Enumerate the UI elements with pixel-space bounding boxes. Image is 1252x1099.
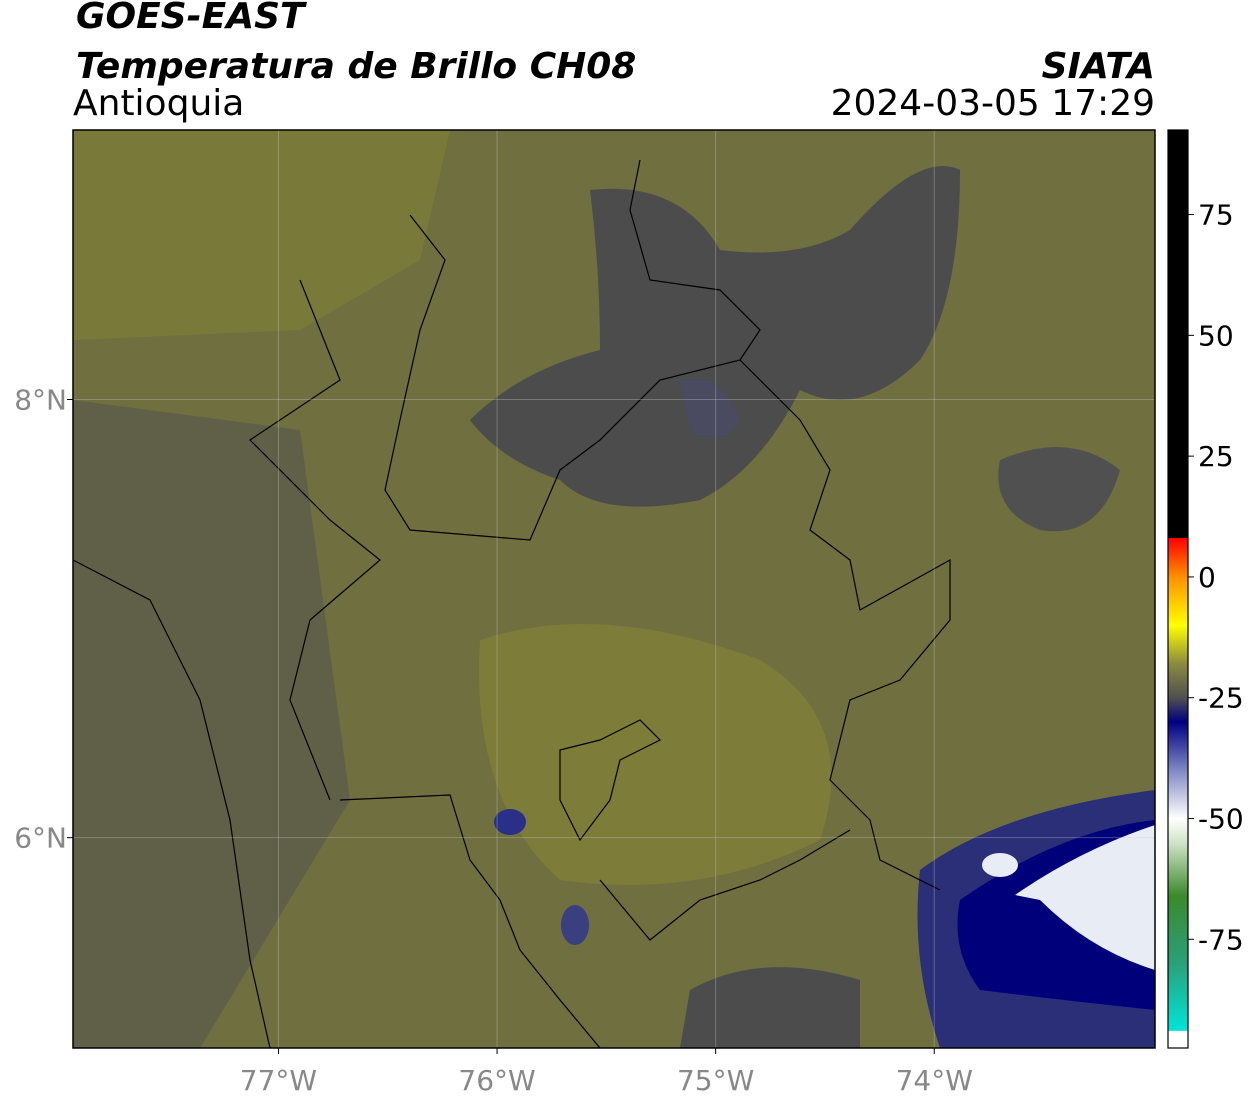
y-tick-label: 8°N <box>14 383 67 416</box>
convective-core <box>1015 825 1155 970</box>
colorbar-tick-label: 25 <box>1198 440 1234 473</box>
x-tick-label: 77°W <box>240 1064 317 1097</box>
cold-cloud <box>680 378 740 438</box>
cold-cloud <box>494 809 526 835</box>
subtitle: Temperatura de Brillo CH08 <box>76 46 636 87</box>
x-tick-label: 74°W <box>896 1064 973 1097</box>
colorbar-tick-label: -75 <box>1198 923 1244 956</box>
map-frame <box>72 129 1156 1049</box>
x-tick-label: 75°W <box>677 1064 754 1097</box>
colorbar-tick-label: -25 <box>1198 682 1244 715</box>
y-tick-label: 6°N <box>14 822 67 855</box>
cold-cloud <box>680 967 860 1048</box>
convective-core <box>982 853 1018 877</box>
warm-area <box>73 130 450 340</box>
cold-cloud <box>470 166 960 507</box>
x-tick-label: 76°W <box>458 1064 535 1097</box>
cold-cloud <box>998 447 1120 532</box>
colorbar-tick-label: 0 <box>1198 561 1216 594</box>
source: SIATA <box>1042 46 1155 87</box>
map-imagery <box>73 130 1155 1048</box>
title: GOES-EAST <box>76 0 307 37</box>
colorbar-tick-label: 75 <box>1198 199 1234 232</box>
region: Antioquia <box>73 83 244 124</box>
colorbar-tick-label: 50 <box>1198 319 1234 352</box>
warm-area <box>479 624 832 885</box>
boundaries <box>73 159 951 1048</box>
timestamp: 2024-03-05 17:29 <box>831 83 1155 124</box>
colorbar-tick-label: -50 <box>1198 803 1244 836</box>
colorbar <box>1167 129 1189 1049</box>
cold-cloud <box>561 905 589 945</box>
cool-area <box>73 400 350 1048</box>
